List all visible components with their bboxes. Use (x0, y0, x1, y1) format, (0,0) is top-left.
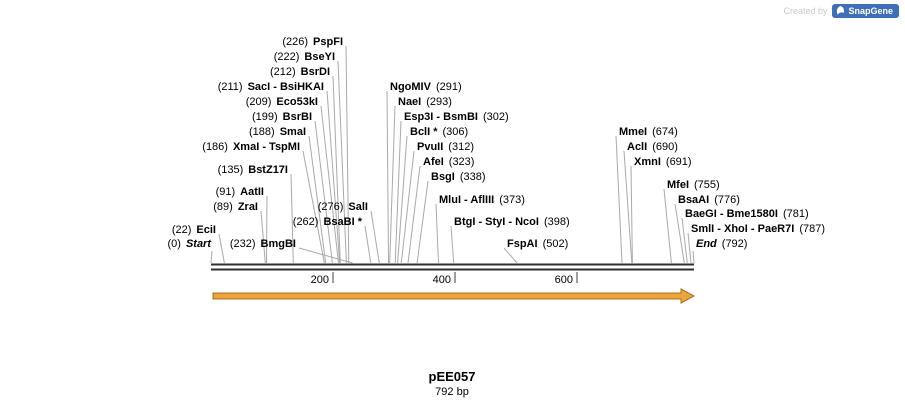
snapgene-badge: SnapGene (832, 4, 899, 18)
site-label-pspfi[interactable]: (226) PspFI (282, 36, 343, 48)
leader-line (386, 90, 389, 264)
site-label-bsgi[interactable]: BsgI (338) (431, 171, 486, 183)
site-label-zrai[interactable]: (89) ZraI (213, 201, 258, 213)
site-label-bmgbi[interactable]: (232) BmgBI (229, 238, 296, 250)
ruler-label-200: 200 (310, 274, 329, 286)
site-label-afei[interactable]: AfeI (323) (423, 156, 475, 168)
site-label-mlui-afliii[interactable]: MluI - AflIII (373) (439, 194, 525, 206)
leader-lines (210, 45, 695, 264)
leader-line (308, 135, 327, 264)
site-label-ecii[interactable]: (22) EciI (171, 224, 216, 236)
site-label-fspai[interactable]: FspAI (502) (507, 238, 569, 250)
site-label-naei[interactable]: NaeI (293) (398, 96, 452, 108)
leader-line (687, 232, 692, 264)
leader-line (615, 135, 623, 264)
leader-line (623, 150, 633, 264)
map-title: pEE057 (428, 369, 476, 384)
leader-line (370, 210, 380, 264)
site-label-bcli[interactable]: BclI * (306) (410, 126, 469, 138)
leader-line (364, 225, 372, 264)
leader-line (332, 75, 341, 264)
leader-line (389, 105, 396, 264)
ruler-label-400: 400 (432, 274, 451, 286)
site-label-start[interactable]: (0) Start (167, 238, 211, 250)
leader-line (314, 120, 333, 264)
site-label-aatii[interactable]: (91) AatII (215, 186, 264, 198)
site-label-bstz17i[interactable]: (135) BstZ17I (217, 164, 288, 176)
site-label-eco53ki[interactable]: (209) Eco53kI (245, 96, 318, 108)
leader-line (218, 233, 225, 264)
site-label-mfei[interactable]: MfeI (755) (667, 179, 720, 191)
leader-line (394, 120, 402, 264)
leader-line (302, 150, 325, 264)
leader-line (416, 180, 429, 264)
site-label-bsrdi[interactable]: (212) BsrDI (269, 66, 330, 78)
site-label-bsrbi[interactable]: (199) BsrBI (251, 111, 312, 123)
leader-line (503, 247, 518, 264)
watermark: Created by SnapGene (783, 4, 899, 18)
leader-line (397, 135, 408, 264)
site-label-bsabi[interactable]: (262) BsaBI * (292, 216, 362, 228)
leader-line (681, 217, 688, 264)
leader-line (266, 195, 268, 264)
site-label-acli[interactable]: AclI (690) (627, 141, 678, 153)
leader-line (345, 45, 350, 264)
site-label-xmai-tspmi[interactable]: (186) XmaI - TspMI (202, 141, 300, 153)
site-label-smai[interactable]: (188) SmaI (249, 126, 306, 138)
site-label-esp3i-bsmbi[interactable]: Esp3I - BsmBI (302) (404, 111, 509, 123)
leader-line (630, 165, 633, 264)
watermark-created-by: Created by (783, 6, 828, 16)
leader-line (260, 210, 266, 264)
leader-line (400, 150, 415, 264)
site-label-sali[interactable]: (276) SalI (317, 201, 368, 213)
ruler-label-600: 600 (554, 274, 573, 286)
leader-line (298, 247, 353, 264)
site-label-end[interactable]: End (792) (696, 238, 748, 250)
site-label-smli-xhoi-paer7i[interactable]: SmlI - XhoI - PaeR7I (787) (691, 223, 825, 235)
leader-line (435, 203, 439, 264)
ruler-ticks (332, 272, 578, 283)
watermark-brand: SnapGene (848, 6, 893, 16)
site-label-bsaai[interactable]: BsaAI (776) (678, 194, 740, 206)
site-label-baegi-bme1580i[interactable]: BaeGI - Bme1580I (781) (685, 208, 809, 220)
leader-line (337, 60, 347, 264)
leader-line (407, 165, 421, 264)
snapgene-logo-icon (837, 6, 845, 15)
feature-arrow[interactable] (212, 288, 696, 304)
site-label-btgi-styi-ncoi[interactable]: BtgI - StyI - NcoI (398) (454, 216, 570, 228)
leader-line (692, 250, 695, 264)
site-label-bseyi[interactable]: (222) BseYI (273, 51, 335, 63)
leader-line (210, 250, 213, 264)
leader-line (290, 173, 294, 264)
leader-line (450, 225, 455, 264)
site-label-saci-bsihkai[interactable]: (211) SacI - BsiHKAI (217, 81, 324, 93)
leader-line (674, 203, 685, 264)
map-length: 792 bp (435, 386, 469, 398)
site-label-xmni[interactable]: XmnI (691) (634, 156, 692, 168)
leader-line (320, 105, 339, 264)
leader-line (663, 188, 672, 264)
leader-line (326, 90, 341, 264)
sequence-line[interactable] (211, 263, 694, 271)
site-label-pvuii[interactable]: PvuII (312) (417, 141, 474, 153)
site-label-ngomiv[interactable]: NgoMIV (291) (390, 81, 462, 93)
site-label-mmei[interactable]: MmeI (674) (619, 126, 678, 138)
